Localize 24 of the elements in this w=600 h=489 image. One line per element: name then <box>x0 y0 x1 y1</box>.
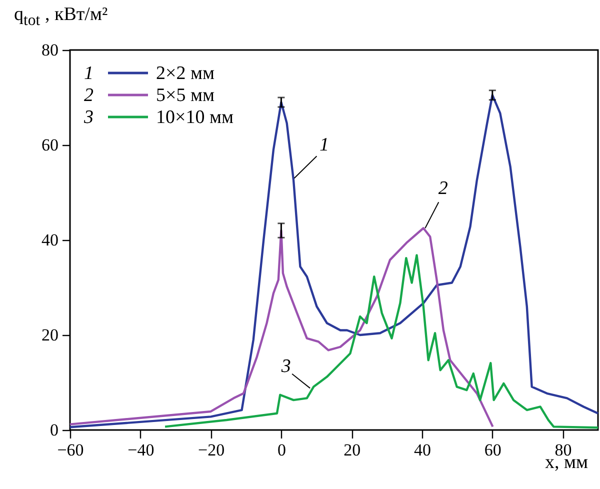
x-tick-label: 20 <box>344 440 361 460</box>
x-tick-label: 0 <box>277 440 286 460</box>
text: 1 <box>84 63 94 84</box>
legend-label: 10×10 мм <box>156 107 234 128</box>
x-tick-label: 40 <box>414 440 431 460</box>
annotation: 1 <box>319 134 329 156</box>
line-series <box>68 227 494 428</box>
annotation: 3 <box>280 356 291 378</box>
y-tick-label: 60 <box>42 136 58 154</box>
x-tick-label: −60 <box>57 440 84 460</box>
x-tick-label: −20 <box>198 440 225 460</box>
legend-label: 2×2 мм <box>156 63 215 84</box>
x-tick-label: 60 <box>484 440 502 460</box>
line-series <box>164 254 600 429</box>
y-axis-title: q$_{tot}$ , кВт/м² <box>14 4 108 30</box>
y-tick-label: 0 <box>50 420 58 440</box>
y-tick-label: 40 <box>42 230 58 250</box>
x-tick-label: −40 <box>128 440 154 460</box>
annotation: 2 <box>438 178 448 200</box>
y-tick-label: 20 <box>42 326 58 344</box>
text: 3 <box>84 107 94 128</box>
y-tick-label: 80 <box>42 40 58 60</box>
legend-label: 5×5 мм <box>156 85 215 106</box>
text: 2 <box>84 85 94 106</box>
